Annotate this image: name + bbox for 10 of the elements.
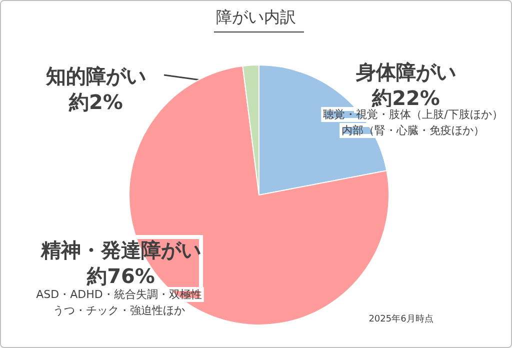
- data-label: 約2%: [68, 90, 123, 114]
- slice-label: 身体障がい: [355, 60, 456, 84]
- text: うつ・チック・強迫性ほか: [53, 304, 185, 317]
- text: ASD・ADHD・統合失調・双極性: [36, 288, 202, 301]
- data-label: 約22%: [371, 86, 440, 110]
- slice-label: 精神・発達障がい: [40, 238, 201, 262]
- data-label: 約76%: [86, 264, 155, 288]
- slice-label: 知的障がい: [45, 64, 146, 88]
- chart-title: 障がい内訳: [216, 8, 296, 26]
- text: 2025年6月時点: [368, 314, 434, 324]
